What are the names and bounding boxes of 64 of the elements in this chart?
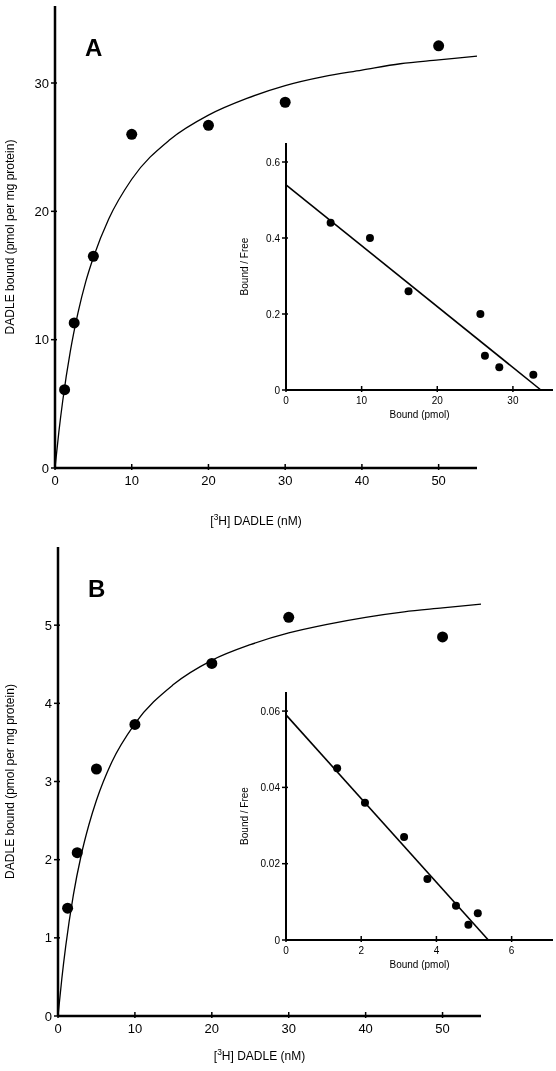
point (495, 363, 504, 372)
point (333, 764, 342, 773)
point (90, 763, 102, 775)
point (283, 611, 295, 623)
y-tick-label: 0.6 (266, 156, 281, 168)
y-tick-label: 0 (274, 384, 281, 396)
x-tick-label: 6 (508, 945, 515, 956)
point (473, 909, 482, 918)
point (404, 287, 413, 296)
x-tick-label: 10 (127, 1021, 143, 1036)
x-tick-label: 0 (283, 945, 290, 956)
x-tick-label: 10 (124, 473, 139, 488)
point (437, 631, 449, 643)
y-tick-label: 2 (44, 852, 52, 868)
x-tick-label: 50 (435, 1021, 450, 1036)
point (480, 351, 489, 360)
point (279, 96, 291, 108)
y-tick-label: 5 (44, 617, 52, 633)
x-tick-label: 10 (356, 395, 368, 406)
x-tick-label: 0 (54, 1021, 62, 1036)
text: B (88, 575, 106, 602)
point (476, 310, 485, 318)
text: A (85, 34, 103, 61)
point (464, 920, 473, 929)
y-tick-label: 0 (44, 1008, 52, 1024)
y-axis-title: DADLE bound (pmol per mg protein) (3, 139, 17, 335)
y-tick-label: 0 (41, 460, 49, 476)
y-tick-label: 3 (44, 774, 52, 790)
point (365, 234, 374, 242)
y-axis-title: DADLE bound (pmol per mg protein) (3, 684, 17, 879)
x-tick-label: 40 (358, 1021, 373, 1036)
point (126, 128, 138, 140)
y-tick-label: 1 (44, 930, 52, 946)
y-tick-label: 30 (34, 75, 49, 91)
x-tick-label: 40 (354, 473, 370, 488)
y-axis-title: Bound / Free (239, 237, 250, 296)
y-tick-label: 20 (34, 203, 49, 219)
point (433, 40, 445, 52)
x-tick-label: 4 (433, 945, 440, 956)
point (423, 874, 432, 883)
y-tick-label: 10 (34, 332, 49, 348)
point (529, 370, 538, 379)
y-tick-label: 0 (274, 934, 281, 946)
x-tick-label: 2 (358, 945, 365, 956)
y-tick-label: 0.02 (260, 858, 281, 870)
x-axis-title: Bound (pmol) (389, 959, 450, 970)
y-tick-label: 4 (44, 695, 52, 711)
point (71, 847, 83, 859)
y-tick-label: 0.2 (266, 308, 281, 320)
y-axis-title: Bound / Free (239, 786, 250, 845)
point (400, 832, 409, 841)
x-tick-label: 50 (431, 473, 446, 488)
x-tick-label: 20 (431, 395, 444, 406)
x-tick-label: 30 (507, 395, 519, 406)
x-axis-title: [$^{3}$H] DADLE (nM) (213, 1047, 306, 1063)
x-axis-title: Bound (pmol) (389, 409, 450, 420)
x-tick-label: 20 (201, 473, 216, 488)
x-tick-label: 20 (204, 1021, 220, 1036)
y-tick-label: 0.06 (260, 705, 281, 717)
point (202, 119, 214, 131)
x-axis-title: [$^{3}$H] DADLE (nM) (210, 512, 302, 528)
y-tick-label: 0.4 (266, 232, 281, 244)
y-tick-label: 0.04 (260, 781, 281, 793)
x-tick-label: 0 (283, 395, 290, 406)
